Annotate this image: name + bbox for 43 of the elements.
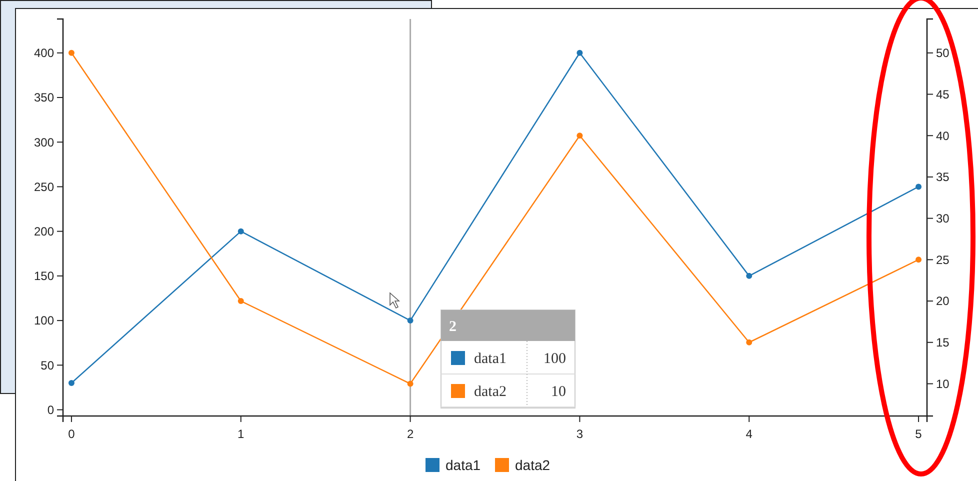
x-tick-label: 4 <box>746 427 753 441</box>
y2-tick-label: 15 <box>936 336 950 350</box>
y2-tick-label: 45 <box>936 87 950 102</box>
annotation: data1 <box>474 351 506 367</box>
y-tick-label: 400 <box>34 46 54 60</box>
point <box>576 132 583 139</box>
point <box>238 298 244 304</box>
point <box>68 380 74 386</box>
point <box>407 318 414 324</box>
annotation: data2 <box>474 384 506 400</box>
y2-tick-label: 35 <box>936 170 950 184</box>
x-tick-label: 3 <box>576 427 584 441</box>
y-tick-label: 50 <box>40 358 54 372</box>
legend-label: data2 <box>515 457 550 473</box>
point <box>68 50 74 56</box>
y2-tick-label: 10 <box>936 376 950 391</box>
y2-tick-label: 40 <box>936 128 950 143</box>
point <box>407 380 414 387</box>
y-tick-label: 350 <box>34 90 54 105</box>
x-tick-label: 2 <box>406 427 414 441</box>
y2-tick-label: 50 <box>936 46 950 60</box>
y-tick-label: 300 <box>34 135 54 150</box>
x-tick-label: 5 <box>915 427 922 441</box>
y-tick-label: 100 <box>34 314 54 328</box>
y-tick-label: 0 <box>47 402 54 417</box>
annotation: 2 <box>449 319 456 335</box>
point <box>746 339 752 346</box>
point <box>746 272 752 279</box>
point <box>916 184 922 190</box>
y-tick-label: 150 <box>34 269 54 284</box>
y2-tick-label: 20 <box>936 294 950 308</box>
x-tick-label: 0 <box>68 427 76 441</box>
y-tick-label: 250 <box>34 180 54 194</box>
point <box>576 50 583 56</box>
annotation: 10 <box>551 384 566 400</box>
point <box>916 256 922 263</box>
y2-tick-label: 30 <box>936 212 950 226</box>
y-tick-label: 200 <box>34 224 54 239</box>
annotation: 100 <box>544 351 566 367</box>
x-tick-label: 1 <box>238 427 245 441</box>
legend-label: data1 <box>446 457 481 473</box>
point <box>238 228 244 234</box>
y2-tick-label: 25 <box>936 252 950 267</box>
